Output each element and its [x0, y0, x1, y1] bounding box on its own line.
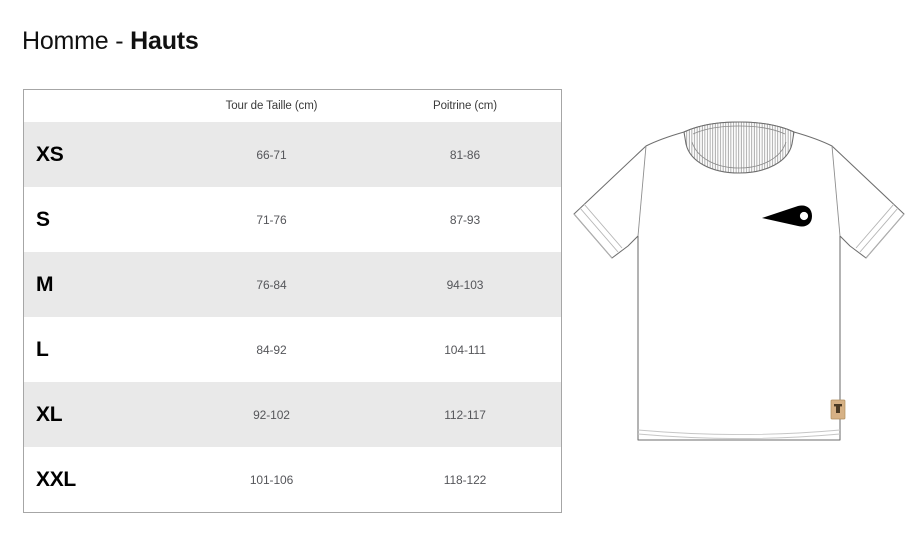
shoulder-seam-lines: [637, 145, 841, 237]
waist-value: 66-71: [256, 147, 287, 162]
bottom-hem: [637, 429, 841, 439]
table-row: L 84-92 104-111: [24, 317, 561, 382]
size-label: S: [36, 207, 50, 231]
waist-value: 101-106: [249, 472, 294, 487]
waist-value: 92-102: [253, 407, 290, 422]
chest-value: 112-117: [444, 407, 486, 422]
table-header: Tour de Taille (cm) Poitrine (cm): [24, 90, 561, 122]
page-title-gender: Homme -: [22, 27, 131, 55]
table-row: XS 66-71 81-86: [24, 122, 561, 187]
table-row: M 76-84 94-103: [24, 252, 561, 317]
column-header-waist: Tour de Taille (cm): [174, 90, 369, 122]
size-label: M: [36, 272, 54, 296]
size-chart-table: Tour de Taille (cm) Poitrine (cm) XS 66-…: [24, 90, 561, 512]
waist-value: 71-76: [256, 212, 287, 227]
table-row: XL 92-102 112-117: [24, 382, 561, 447]
chest-value: 118-122: [443, 472, 487, 487]
waist-value: 76-84: [256, 277, 287, 292]
column-header-chest: Poitrine (cm): [369, 90, 561, 122]
table-row: XXL 101-106 118-122: [24, 447, 561, 512]
page-title-category: Hauts: [130, 27, 199, 55]
waist-value: 84-92: [256, 342, 287, 357]
chest-value: 87-93: [449, 212, 481, 227]
table-body: XS 66-71 81-86 S 71-76 87-93 M 76-84 94-…: [24, 122, 561, 512]
size-label: XL: [36, 402, 63, 426]
chest-value: 104-111: [444, 342, 486, 357]
chest-value: 81-86: [449, 147, 481, 162]
size-chart-table-container: Tour de Taille (cm) Poitrine (cm) XS 66-…: [23, 89, 562, 513]
size-label: L: [36, 337, 49, 361]
chest-value: 94-103: [446, 277, 484, 292]
size-label: XS: [36, 142, 64, 166]
left-sleeve-cuff: [573, 203, 623, 259]
ribbed-collar: [683, 121, 795, 174]
brand-hem-tag: [830, 399, 846, 420]
comet-logo: [762, 205, 812, 227]
table-header-row: Tour de Taille (cm) Poitrine (cm): [24, 90, 561, 122]
column-header-size: [24, 90, 174, 122]
table-row: S 71-76 87-93: [24, 187, 561, 252]
right-sleeve-cuff: [855, 203, 905, 259]
t-shirt-illustration: [566, 100, 914, 460]
size-label: XXL: [36, 467, 76, 491]
page-title: Homme - Hauts: [22, 26, 199, 56]
